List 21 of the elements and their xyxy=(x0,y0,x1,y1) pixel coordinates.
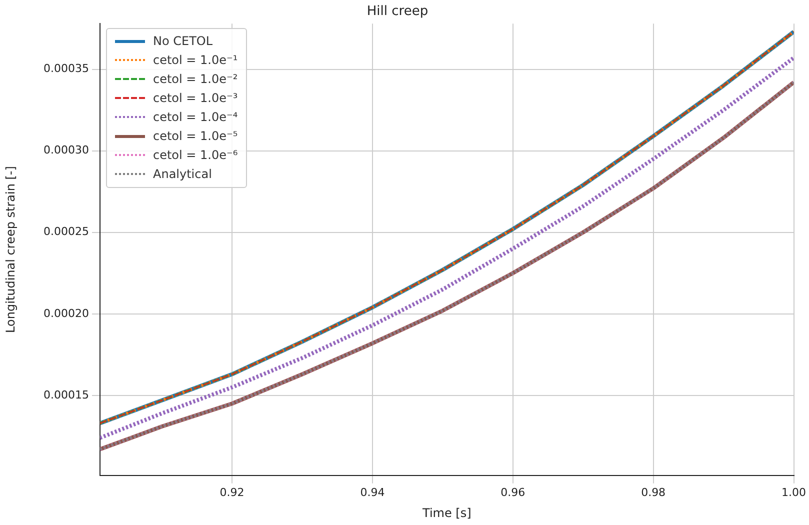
x-tick-label: 0.92 xyxy=(220,486,244,499)
y-tick-label: 0.00030 xyxy=(44,144,89,157)
legend-label: cetol = 1.0e⁻⁴ xyxy=(153,110,238,124)
legend-label: cetol = 1.0e⁻¹ xyxy=(153,53,238,68)
x-tick-label: 0.98 xyxy=(641,486,666,499)
legend-label: cetol = 1.0e⁻⁶ xyxy=(153,148,238,162)
x-tick-label: 0.96 xyxy=(500,486,526,499)
chart-title: Hill creep xyxy=(366,4,428,20)
x-tick-label: 1.00 xyxy=(782,486,806,499)
y-axis-title: Longitudinal creep strain [-] xyxy=(3,166,18,333)
y-tick-label: 0.00015 xyxy=(44,388,89,402)
legend-label: cetol = 1.0e⁻⁵ xyxy=(153,129,238,144)
legend-label: Analytical xyxy=(153,167,212,182)
legend-label: cetol = 1.0e⁻² xyxy=(153,72,238,86)
legend-label: cetol = 1.0e⁻³ xyxy=(153,91,238,106)
y-tick-label: 0.00020 xyxy=(44,306,89,320)
y-tick-label: 0.00025 xyxy=(44,225,89,238)
x-tick-label: 0.94 xyxy=(360,486,385,499)
x-axis-title: Time [s] xyxy=(421,506,472,520)
legend-label: No CETOL xyxy=(153,34,213,48)
y-tick-label: 0.00035 xyxy=(44,62,89,76)
